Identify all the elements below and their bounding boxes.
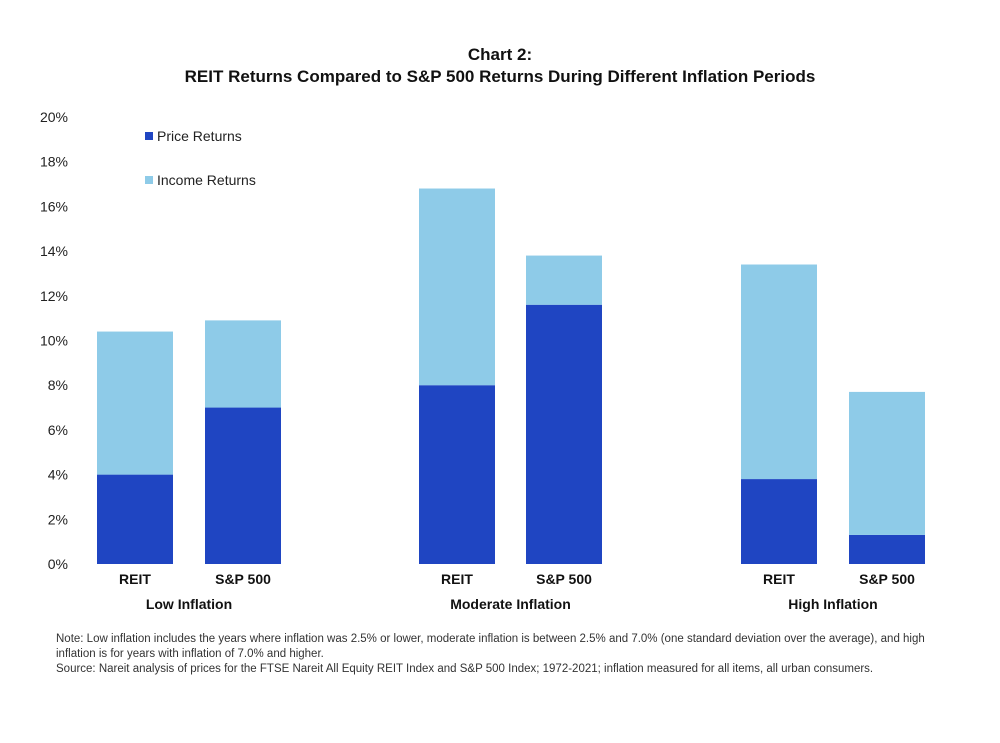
y-tick-label: 16% — [40, 198, 68, 214]
y-tick-label: 18% — [40, 154, 68, 170]
category-label: REIT — [763, 571, 795, 587]
chart-title: Chart 2: REIT Returns Compared to S&P 50… — [0, 44, 1000, 88]
bar-segment-price — [97, 474, 173, 564]
category-label: REIT — [441, 571, 473, 587]
y-tick-label: 12% — [40, 288, 68, 304]
y-tick-label: 4% — [48, 467, 68, 483]
bar-segment-income — [419, 188, 495, 386]
bar-segment-income — [526, 255, 602, 305]
y-axis: 0% 2% 4% 6% 8% 10% 12% 14% 16% 18% 20% — [40, 109, 68, 572]
bar-segment-price — [526, 304, 602, 564]
category-label: REIT — [119, 571, 151, 587]
category-label: S&P 500 — [536, 571, 592, 587]
group-label: High Inflation — [788, 596, 877, 612]
category-label: S&P 500 — [859, 571, 915, 587]
source-text: Source: Nareit analysis of prices for th… — [56, 663, 874, 675]
bar-segment-price — [419, 385, 495, 564]
y-tick-label: 10% — [40, 333, 68, 349]
y-tick-label: 14% — [40, 243, 68, 259]
group-label: Low Inflation — [146, 596, 232, 612]
legend-swatch — [145, 176, 153, 184]
legend-label: Price Returns — [157, 128, 242, 144]
bar-segment-price — [205, 407, 281, 564]
bars — [97, 188, 925, 564]
y-tick-label: 6% — [48, 422, 68, 438]
chart-notes: Note: Low inflation includes the years w… — [56, 632, 936, 677]
bar-segment-price — [741, 479, 817, 564]
group-label: Moderate Inflation — [450, 596, 571, 612]
chart-title-line1: Chart 2: — [467, 45, 533, 64]
y-tick-label: 2% — [48, 511, 68, 527]
legend-label: Income Returns — [157, 172, 256, 188]
bar-segment-income — [97, 331, 173, 475]
legend-swatch — [145, 132, 153, 140]
bar-segment-price — [849, 534, 925, 564]
category-label: S&P 500 — [215, 571, 271, 587]
bar-segment-income — [205, 320, 281, 408]
y-tick-label: 0% — [48, 556, 68, 572]
y-tick-label: 8% — [48, 377, 68, 393]
bar-segment-income — [849, 391, 925, 535]
x-axis-labels: REIT S&P 500 Low Inflation REIT S&P 500 Moder… — [119, 571, 915, 612]
y-tick-label: 20% — [40, 109, 68, 125]
bar-segment-income — [741, 264, 817, 480]
chart-title-line2: REIT Returns Compared to S&P 500 Returns… — [184, 67, 816, 86]
note-text: Note: Low inflation includes the years w… — [56, 633, 925, 660]
legend: Price Returns Income Returns — [145, 128, 256, 188]
